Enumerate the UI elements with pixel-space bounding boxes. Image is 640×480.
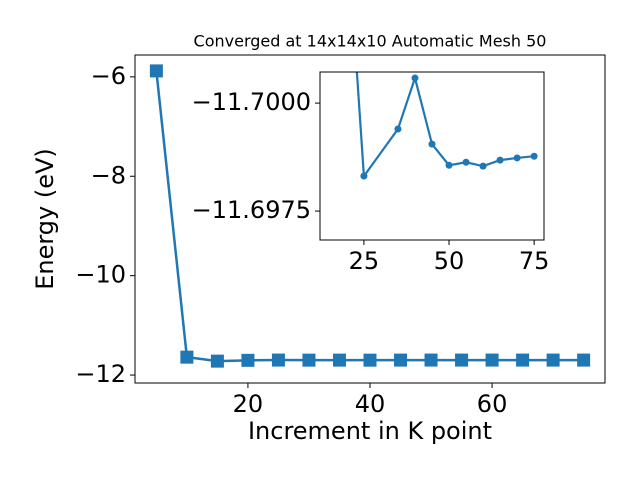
y-tick-label: −12 [75, 360, 126, 388]
chart-title: Converged at 14x14x10 Automatic Mesh 50 [194, 32, 547, 51]
data-point [516, 353, 530, 367]
data-point [180, 350, 194, 364]
plot-area [355, 72, 538, 180]
data-point [445, 161, 453, 169]
data-point [530, 152, 538, 160]
y-tick-label: −11.6975 [192, 196, 311, 224]
data-point [424, 353, 438, 367]
data-point [149, 64, 163, 78]
data-point [241, 353, 255, 367]
data-point [271, 353, 285, 367]
data-point [302, 353, 316, 367]
data-point [485, 353, 499, 367]
data-point [363, 353, 377, 367]
plot-background [320, 72, 544, 240]
data-point [546, 353, 560, 367]
data-point [210, 354, 224, 368]
y-tick-label: −8 [91, 161, 126, 189]
plot-area [149, 64, 591, 368]
y-tick-label: −6 [91, 62, 126, 90]
x-tick-label: 40 [355, 390, 386, 418]
data-point [394, 353, 408, 367]
axes-frame [134, 54, 606, 384]
data-point [411, 74, 419, 82]
data-point [577, 353, 591, 367]
y-axis-label: Energy (eV) [31, 148, 59, 290]
data-point [428, 140, 436, 148]
data-point [360, 172, 368, 180]
data-point [513, 154, 521, 162]
data-point [496, 156, 504, 164]
data-point [455, 353, 469, 367]
axes-frame [319, 71, 545, 241]
x-tick-label: 20 [233, 390, 264, 418]
x-axis-label: Increment in K point [248, 417, 492, 445]
data-point [479, 162, 487, 170]
x-tick-label: 25 [349, 247, 380, 275]
x-tick-label: 75 [519, 247, 550, 275]
y-tick-label: −11.7000 [192, 88, 311, 116]
x-tick-label: 50 [434, 247, 465, 275]
data-point [462, 158, 470, 166]
y-tick-label: −10 [75, 261, 126, 289]
x-tick-label: 60 [477, 390, 508, 418]
data-point [332, 353, 346, 367]
data-point [394, 125, 402, 133]
